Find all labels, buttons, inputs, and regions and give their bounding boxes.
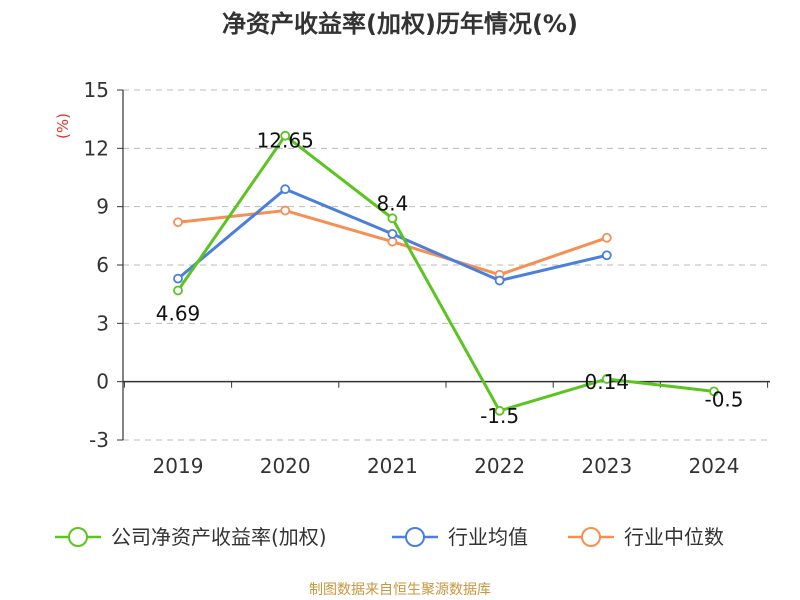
- data-point[interactable]: [709, 386, 719, 397]
- data-label: 12.65: [257, 129, 314, 153]
- legend-swatch-marker: [68, 527, 88, 547]
- y-axis-unit-label: (%): [54, 113, 72, 139]
- legend-item-2[interactable]: 行业中位数: [568, 525, 724, 549]
- series-2: [173, 205, 612, 280]
- legend-label: 行业均值: [448, 525, 528, 549]
- legend-swatch-marker: [405, 527, 425, 547]
- chart-title: 净资产收益率(加权)历年情况(%): [222, 10, 578, 38]
- y-tick-label: 12: [84, 136, 109, 160]
- data-point[interactable]: [601, 374, 612, 384]
- y-tick-label: 9: [96, 195, 109, 219]
- data-point[interactable]: [601, 232, 612, 243]
- x-tick-label: 2024: [689, 454, 740, 478]
- data-labels: 4.69 12.65 8.4 -1.5 0.14 -0.5: [156, 129, 744, 428]
- legend-item-0[interactable]: 公司净资产收益率(加权): [55, 525, 327, 549]
- legend-item-1[interactable]: 行业均值: [392, 525, 528, 549]
- data-point[interactable]: [280, 184, 291, 195]
- data-point[interactable]: [173, 285, 183, 296]
- data-point[interactable]: [173, 273, 183, 284]
- data-label: 8.4: [376, 191, 408, 215]
- series-lines: [173, 130, 719, 416]
- data-point[interactable]: [280, 130, 291, 141]
- data-point[interactable]: [387, 236, 398, 247]
- legend-label: 行业中位数: [624, 525, 724, 549]
- legend-label: 公司净资产收益率(加权): [111, 525, 327, 549]
- series-0: [173, 130, 719, 416]
- x-tick-label: 2021: [367, 454, 418, 478]
- y-tick-label: 3: [96, 311, 109, 335]
- y-tick-label: 15: [84, 78, 109, 102]
- data-label: 0.14: [585, 370, 630, 394]
- grid-lines: [123, 89, 770, 441]
- data-label: 4.69: [156, 301, 201, 325]
- x-tick-label: 2023: [581, 454, 632, 478]
- legend-swatch-marker: [581, 527, 601, 547]
- axes: -3 0 3 6 9 12 15 2019 2020 2021 2022 2023 2024: [84, 78, 770, 478]
- data-point[interactable]: [601, 250, 612, 261]
- data-point[interactable]: [387, 213, 398, 224]
- data-point[interactable]: [387, 228, 398, 239]
- series-line: [176, 134, 715, 413]
- data-label: -0.5: [704, 387, 743, 411]
- source-note: 制图数据来自恒生聚源数据库: [309, 582, 491, 598]
- data-label: -1.5: [480, 404, 519, 428]
- data-point[interactable]: [280, 205, 291, 216]
- x-tick-label: 2019: [153, 454, 204, 478]
- data-point[interactable]: [494, 275, 505, 286]
- y-tick-label: 6: [96, 253, 109, 277]
- data-point[interactable]: [494, 405, 505, 416]
- data-point[interactable]: [173, 217, 183, 228]
- x-tick-label: 2020: [260, 454, 311, 478]
- y-tick-label: -3: [89, 428, 109, 452]
- legend[interactable]: 公司净资产收益率(加权) 行业均值 行业中位数: [55, 525, 724, 549]
- series-1: [173, 184, 612, 286]
- y-tick-label: 0: [96, 370, 109, 394]
- x-tick-label: 2022: [474, 454, 525, 478]
